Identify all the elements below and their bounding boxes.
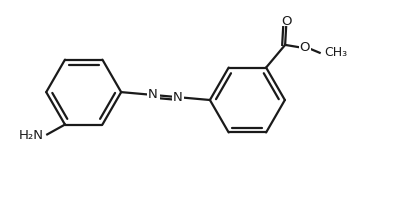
Text: N: N — [173, 91, 183, 104]
Text: CH₃: CH₃ — [325, 46, 348, 59]
Text: H₂N: H₂N — [19, 129, 44, 142]
Text: N: N — [148, 88, 158, 101]
Text: O: O — [299, 41, 310, 54]
Text: O: O — [281, 15, 291, 28]
